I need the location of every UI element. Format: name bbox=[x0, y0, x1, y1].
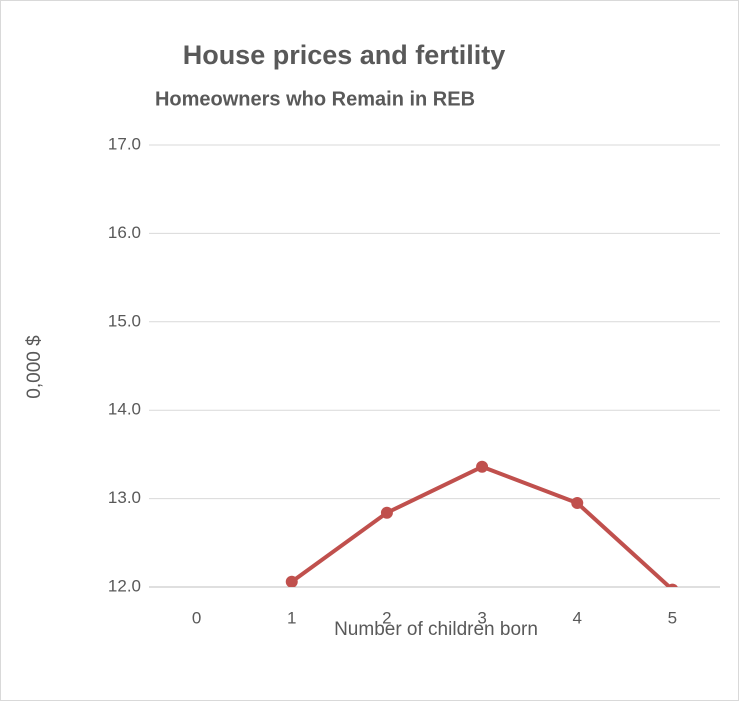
y-tick-label: 16.0 bbox=[108, 223, 141, 242]
data-point bbox=[667, 583, 678, 587]
data-point bbox=[571, 497, 584, 510]
y-tick-label: 14.0 bbox=[108, 400, 141, 419]
plot-area bbox=[285, 460, 678, 587]
x-axis-label: Number of children born bbox=[334, 619, 538, 640]
x-tick-label: 2 bbox=[382, 608, 391, 627]
y-tick-label: 12.0 bbox=[108, 576, 141, 595]
y-tick-label: 17.0 bbox=[108, 134, 141, 153]
y-tick-label: 13.0 bbox=[108, 488, 141, 507]
chart-title: House prices and fertility bbox=[183, 40, 506, 70]
x-tick-label: 1 bbox=[287, 608, 296, 627]
data-point bbox=[285, 575, 298, 587]
x-tick-label: 5 bbox=[668, 608, 677, 627]
y-tick-label: 15.0 bbox=[108, 311, 141, 330]
data-point bbox=[380, 506, 393, 519]
data-point bbox=[476, 460, 489, 473]
chart-subtitle: Homeowners who Remain in REB bbox=[155, 88, 475, 110]
x-tick-label: 4 bbox=[573, 608, 582, 627]
x-tick-label: 3 bbox=[477, 608, 486, 627]
y-axis-label: 0,000 $ bbox=[24, 335, 45, 399]
x-tick-label: 0 bbox=[192, 608, 201, 627]
